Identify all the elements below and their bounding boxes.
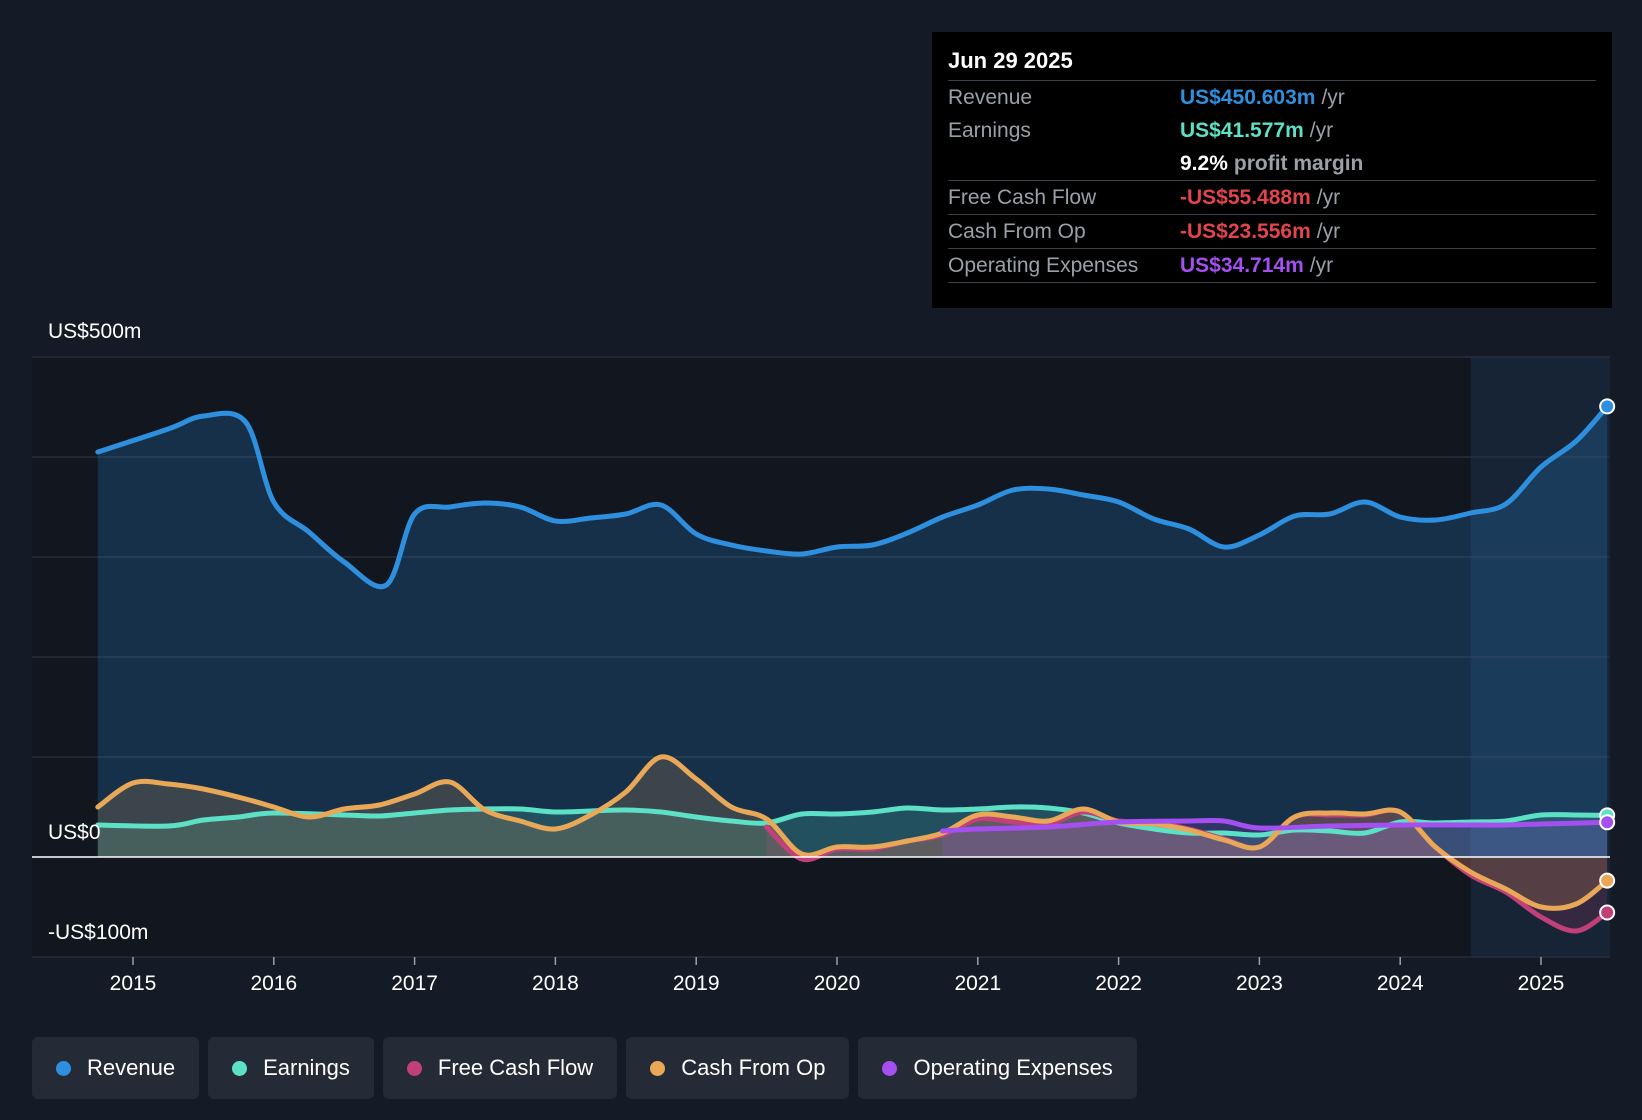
tooltip-value: -US$55.488m [1180,185,1311,209]
tooltip-row-margin: 9.2% profit margin [948,147,1596,181]
y-axis-top-label: US$500m [48,320,142,343]
legend-dot [882,1060,898,1076]
y-axis-zero-label: US$0 [48,821,101,844]
operating-expenses-area [942,820,1608,857]
x-tick-label: 2016 [250,972,297,995]
x-tick-label: 2025 [1518,972,1565,995]
x-axis-ticks: 2015 2016 2017 2018 2019 2020 2021 2022 2023 2024… [110,957,1565,995]
tooltip-row-fcf: Free Cash Flow -US$55.488m /yr [948,181,1596,215]
series-end-dots [1599,398,1616,921]
x-tick-label: 2022 [1095,972,1142,995]
legend-item-operating-expenses[interactable]: Operating Expenses [858,1037,1137,1099]
y-axis-bottom-label: -US$100m [48,921,149,944]
data-tooltip: Jun 29 2025 Revenue US$450.603m /yr Earn… [932,32,1612,308]
x-tick-label: 2020 [814,972,861,995]
tooltip-row-earnings: Earnings US$41.577m /yr [948,114,1596,147]
earnings-line [95,804,1610,838]
tooltip-label: Earnings [948,118,1031,142]
x-tick-label: 2023 [1236,972,1283,995]
series-areas [97,406,1608,932]
x-tick-label: 2021 [954,972,1001,995]
x-tick-label: 2018 [532,972,579,995]
revenue-end-dot [1599,398,1616,415]
tooltip-date: Jun 29 2025 [948,46,1596,81]
legend-dot [232,1060,248,1076]
tooltip-label: Cash From Op [948,219,1086,243]
free-cash-flow-end-dot [1599,904,1616,921]
cash-from-op-end-dot [1599,872,1616,889]
free-cash-flow-area [766,810,1608,932]
tooltip-row-revenue: Revenue US$450.603m /yr [948,81,1596,114]
tooltip-value: -US$23.556m [1180,219,1311,243]
tooltip-label: Operating Expenses [948,253,1139,277]
tooltip-unit: /yr [1309,118,1334,142]
x-tick-label: 2015 [110,972,157,995]
legend-item-cash-from-op[interactable]: Cash From Op [626,1037,850,1099]
earnings-area [97,806,1608,857]
tooltip-unit: /yr [1309,253,1334,277]
legend-label: Revenue [87,1055,176,1080]
legend-item-revenue[interactable]: Revenue [32,1037,200,1099]
legend-label: Operating Expenses [913,1055,1113,1080]
legend-label: Cash From Op [681,1055,826,1080]
profit-margin-text: profit margin [1233,151,1364,175]
tooltip-row-opex: Operating Expenses US$34.714m /yr [948,249,1596,283]
operating-expenses-line [940,817,1610,834]
tooltip-label: Revenue [948,85,1033,109]
gridlines [32,356,1610,958]
tooltip-unit: /yr [1316,219,1341,243]
tooltip-value: US$41.577m [1180,118,1304,142]
series-lines [95,403,1610,934]
tooltip-unit: /yr [1321,85,1345,109]
operating-expenses-end-dot [1599,814,1616,831]
tooltip-value: US$450.603m [1180,85,1316,109]
legend-item-free-cash-flow[interactable]: Free Cash Flow [382,1037,618,1099]
cash-from-op-line [95,754,1610,911]
legend-label: Free Cash Flow [437,1055,594,1080]
tooltip-value: US$34.714m [1180,253,1304,277]
tooltip-unit: /yr [1316,185,1341,209]
legend-dot [406,1060,422,1076]
x-tick-label: 2024 [1377,972,1424,995]
cash-from-op-area [97,756,1608,909]
legend-dot [56,1060,71,1076]
legend-label: Earnings [263,1055,350,1080]
legend-item-earnings[interactable]: Earnings [208,1037,374,1099]
chart-legend: Revenue Earnings Free Cash Flow Cash Fro… [32,1037,1137,1099]
tooltip-label: Free Cash Flow [948,185,1097,209]
profit-margin-value: 9.2% [1180,151,1228,175]
revenue-area [97,406,1608,857]
x-tick-label: 2017 [391,972,438,995]
x-tick-label: 2019 [673,972,720,995]
tooltip-row-cfo: Cash From Op -US$23.556m /yr [948,215,1596,249]
revenue-line [95,403,1610,590]
legend-dot [650,1060,666,1076]
